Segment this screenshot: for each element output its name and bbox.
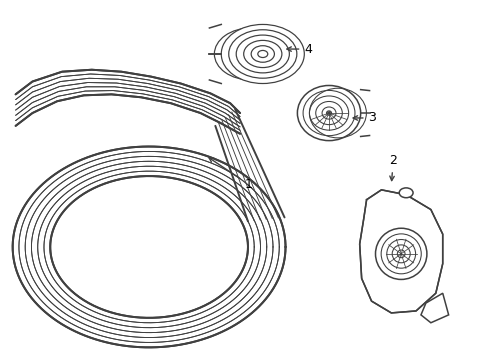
Text: 4: 4 [286,42,311,55]
Ellipse shape [221,24,304,84]
Text: 3: 3 [352,112,376,125]
Text: 2: 2 [388,154,396,181]
Ellipse shape [297,85,360,141]
Polygon shape [420,293,447,323]
Polygon shape [359,190,442,313]
Polygon shape [51,177,246,317]
Text: 1: 1 [208,158,252,191]
Ellipse shape [398,188,412,198]
Polygon shape [16,70,240,134]
Ellipse shape [375,228,426,279]
